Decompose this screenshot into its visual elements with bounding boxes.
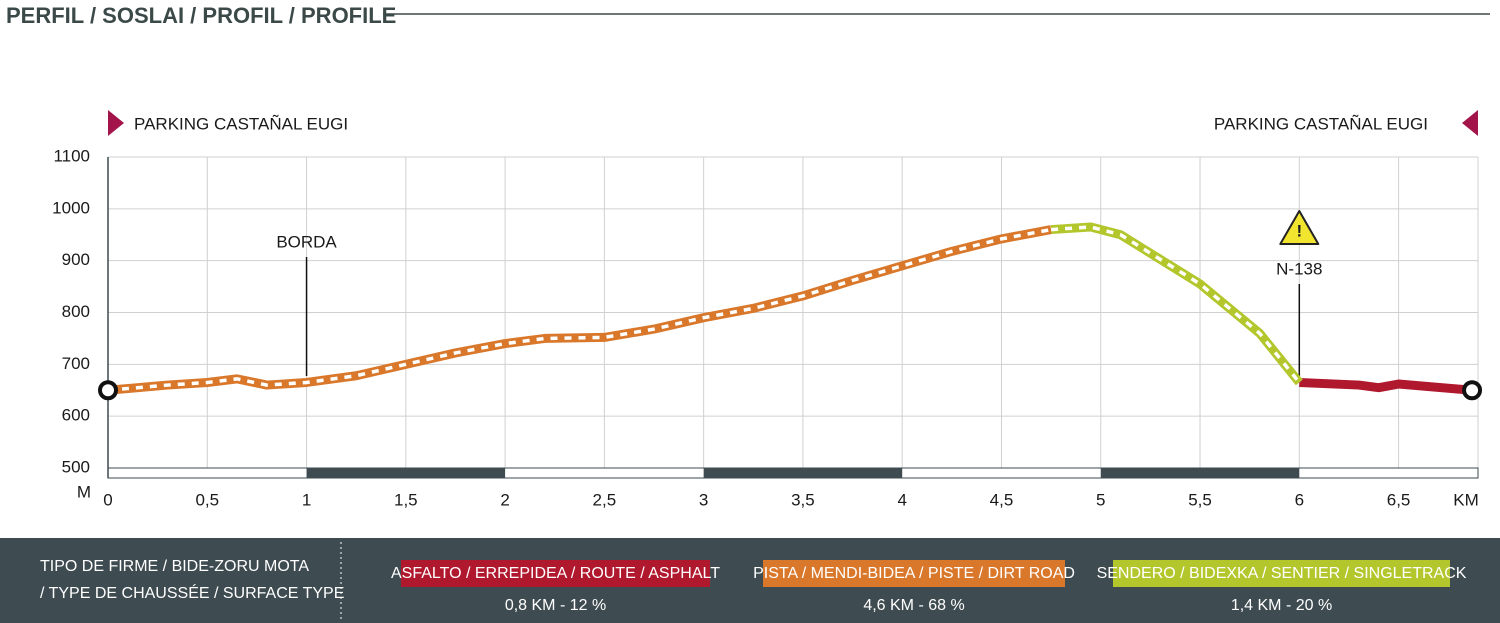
x-tick-label: 0,5: [195, 490, 219, 509]
x-tick-label: 0: [103, 490, 112, 509]
x-tick-label: 5,5: [1188, 490, 1212, 509]
x-tick-label: 2: [500, 490, 509, 509]
y-tick-label: 700: [62, 354, 90, 373]
legend-swatch: [763, 560, 1065, 587]
warning-mark: !: [1296, 221, 1302, 240]
legend-summary: 1,4 KM - 20 %: [1231, 597, 1332, 614]
x-tick-label: 3: [699, 490, 708, 509]
y-axis-label: M: [77, 482, 91, 501]
y-tick-label: 900: [62, 250, 90, 269]
y-tick-label: 800: [62, 302, 90, 321]
x-tick-label: 5: [1096, 490, 1105, 509]
legend-swatch: [1113, 560, 1450, 587]
x-tick-label: 2,5: [593, 490, 617, 509]
x-tick-label: 6: [1295, 490, 1304, 509]
x-tick-label: 3,5: [791, 490, 815, 509]
endpoint: [1462, 380, 1483, 401]
end-marker: [1462, 110, 1478, 136]
km-strip-segment: [306, 468, 506, 478]
km-strip-segment: [1100, 468, 1300, 478]
elevation-line: [107, 225, 1052, 395]
legend-label: ASFALTO / ERREPIDEA / ROUTE / ASPHALT: [391, 565, 720, 582]
line-dash: [1051, 225, 1301, 384]
warning-icon: [1279, 210, 1320, 245]
start-marker: [108, 110, 124, 136]
x-axis-label: KM: [1453, 490, 1479, 509]
y-tick-label: 500: [62, 457, 90, 476]
legend-label: SENDERO / BIDEXKA / SENTIER / SINGLETRAC…: [1097, 565, 1467, 582]
legend-title: TIPO DE FIRME / BIDE-ZORU MOTA: [40, 558, 309, 575]
legend-swatch: [401, 560, 710, 587]
legend-summary: 4,6 KM - 68 %: [863, 597, 964, 614]
x-tick-label: 6,5: [1387, 490, 1411, 509]
endpoint: [98, 380, 118, 401]
annotation: N-138: [1276, 259, 1322, 278]
legend-summary: 0,8 KM - 12 %: [505, 597, 606, 614]
km-strip-segment: [703, 468, 903, 478]
annotation: BORDA: [276, 232, 337, 251]
legend-title: / TYPE DE CHAUSSÉE / SURFACE TYPE: [40, 583, 344, 602]
y-tick-label: 1100: [53, 146, 90, 165]
x-tick-label: 1: [302, 490, 311, 509]
end-label: PARKING CASTAÑAL EUGI: [1214, 114, 1428, 133]
y-tick-label: 1000: [52, 198, 90, 217]
start-label: PARKING CASTAÑAL EUGI: [134, 114, 348, 133]
legend-label: PISTA / MENDI-BIDEA / PISTE / DIRT ROAD: [753, 565, 1075, 582]
x-tick-label: 1,5: [394, 490, 418, 509]
x-tick-label: 4,5: [990, 490, 1014, 509]
x-tick-label: 4: [897, 490, 906, 509]
elevation-line: [1299, 377, 1473, 395]
y-tick-label: 600: [62, 406, 90, 425]
chart-title: PERFIL / SOSLAI / PROFIL / PROFILE: [6, 3, 396, 28]
elevation-line: [1050, 222, 1303, 386]
line-dash: [107, 227, 1052, 392]
